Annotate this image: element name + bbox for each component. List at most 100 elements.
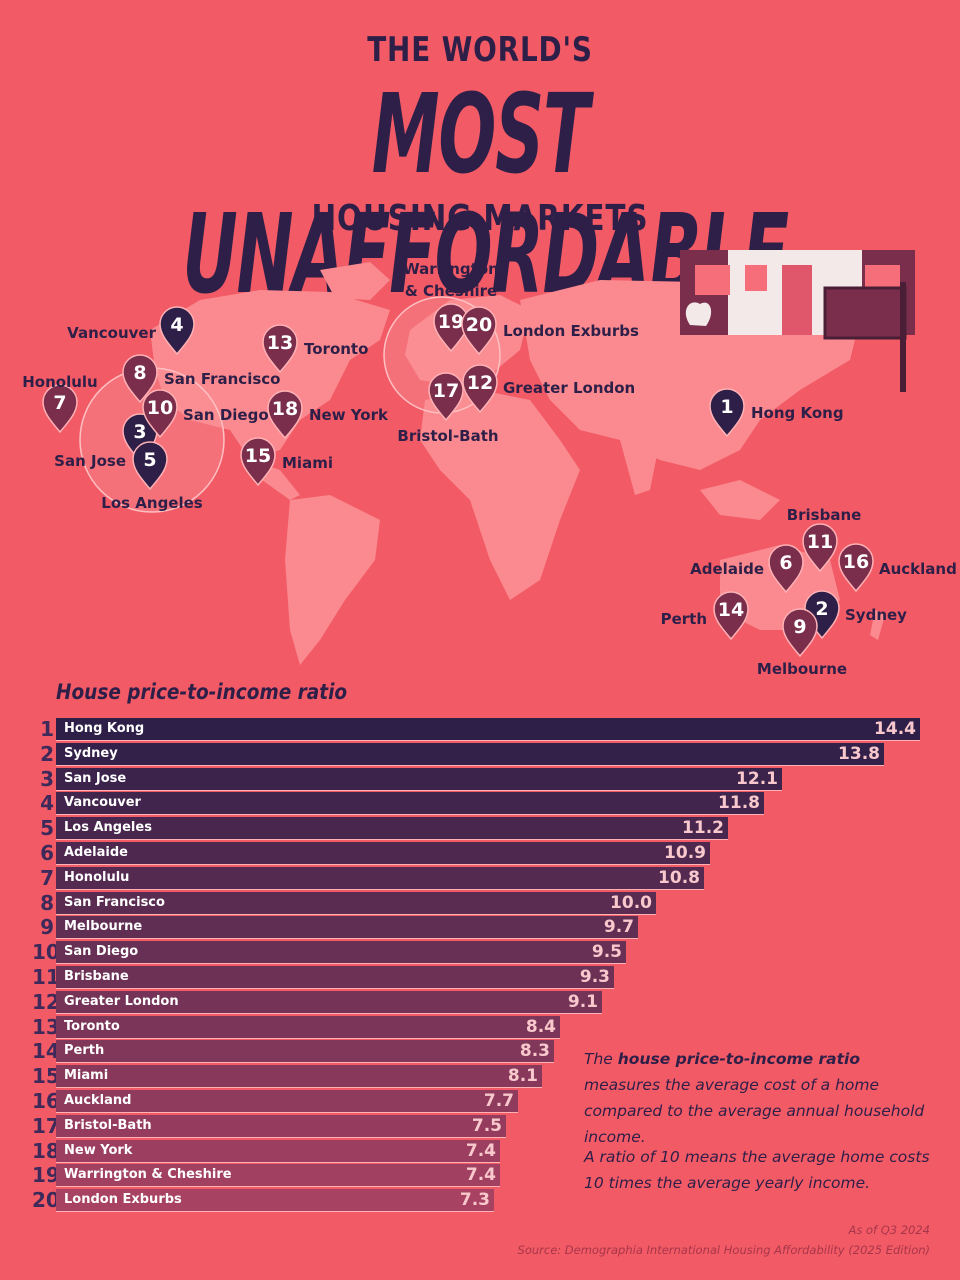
map-pin-2: 2 Sydney xyxy=(804,590,907,640)
note-paragraph-1: The house price-to-income ratio measures… xyxy=(584,1046,934,1150)
bar-rank: 7 xyxy=(40,865,54,890)
bar-label: Honolulu xyxy=(64,869,130,885)
india-shape xyxy=(620,440,660,495)
bar-label: London Exburbs xyxy=(64,1192,182,1208)
bar xyxy=(56,817,728,841)
bar-rank: 18 xyxy=(32,1138,60,1163)
map-pin-19: 19 Warrington & Cheshire xyxy=(403,260,499,353)
map-pin-rank: 18 xyxy=(272,398,298,420)
map-pin-label: San Francisco xyxy=(164,370,280,388)
map-pin-rank: 13 xyxy=(267,332,293,354)
bar-rank: 1 xyxy=(40,717,54,741)
bar-rank: 2 xyxy=(40,741,54,766)
map-pin-marker-icon xyxy=(428,372,464,422)
south-america-shape xyxy=(285,495,380,665)
chart-title: House price-to-income ratio xyxy=(56,680,348,704)
map-pin-13: 13 Toronto xyxy=(262,324,368,374)
map-pin-20: 20 London Exburbs xyxy=(461,306,639,356)
map-pin-17: 17 Bristol-Bath xyxy=(397,372,499,445)
map-pin-marker-icon xyxy=(159,306,195,356)
bar-rank: 20 xyxy=(32,1188,60,1213)
map-pin-marker-icon xyxy=(42,384,78,434)
map-pin-label: Warrington & Cheshire xyxy=(403,260,499,300)
bar xyxy=(56,792,764,816)
bar xyxy=(56,990,602,1014)
bar-label: Greater London xyxy=(64,993,179,1009)
africa-shape xyxy=(420,390,580,600)
bar xyxy=(56,842,710,865)
map-pin-15: 15 Miami xyxy=(240,437,333,487)
map-pin-label: Los Angeles xyxy=(101,494,203,512)
bar-label: Brisbane xyxy=(64,969,129,984)
bar-value-label: 7.5 xyxy=(471,1115,502,1136)
bar xyxy=(56,1139,500,1163)
bar-label: San Diego xyxy=(64,944,139,960)
bar-label: Los Angeles xyxy=(64,820,152,836)
bar xyxy=(56,718,920,741)
map-pin-rank: 10 xyxy=(147,397,173,419)
note-p1-pre: The xyxy=(584,1050,618,1068)
bar xyxy=(56,1040,554,1064)
map-pin-rank: 11 xyxy=(807,531,833,553)
map-pin-9: 9 Melbourne xyxy=(757,608,847,678)
map-pin-rank: 12 xyxy=(467,372,493,394)
bar-value-label: 12.1 xyxy=(736,768,778,789)
bar-value-label: 9.5 xyxy=(591,942,622,963)
bar-rank: 16 xyxy=(32,1089,60,1113)
map-pin-rank: 5 xyxy=(143,449,156,471)
map-pin-14: 14 Perth xyxy=(661,591,749,641)
map-pin-marker-icon xyxy=(240,437,276,487)
bar-rank: 11 xyxy=(32,965,60,989)
map-pin-rank: 6 xyxy=(779,552,792,574)
map-pin-rank: 15 xyxy=(245,445,271,467)
bar xyxy=(56,1189,494,1213)
map-pin-label: Miami xyxy=(282,454,333,472)
bar-value-label: 9.7 xyxy=(603,917,634,938)
bar-rank: 15 xyxy=(32,1064,60,1089)
bar-value-label: 7.4 xyxy=(465,1165,496,1186)
bar-value-label: 9.1 xyxy=(567,991,598,1012)
map-pin-marker-icon xyxy=(713,591,749,641)
bar xyxy=(56,1065,542,1089)
note-p1-bold: house price-to-income ratio xyxy=(617,1050,861,1068)
bar-label: Bristol-Bath xyxy=(64,1117,152,1133)
bar-label: Auckland xyxy=(64,1093,132,1108)
map-pin-label: Hong Kong xyxy=(751,404,844,422)
map-pin-rank: 8 xyxy=(133,362,146,384)
map-pin-rank: 16 xyxy=(843,551,869,573)
bar xyxy=(56,1090,518,1113)
map-pin-label: Adelaide xyxy=(690,560,764,578)
new-zealand-shape xyxy=(870,610,885,640)
map-pin-4: 4 Vancouver xyxy=(67,306,195,356)
map-pin-rank: 9 xyxy=(793,616,806,638)
bar-label: Hong Kong xyxy=(64,721,145,736)
map-pin-label: Greater London xyxy=(503,379,635,397)
bar-value-label: 10.9 xyxy=(664,843,706,863)
map-pin-1: 1 Hong Kong xyxy=(709,388,844,438)
se-asia-shape xyxy=(700,480,780,520)
map-pin-marker-icon xyxy=(142,389,178,439)
bar-value-label: 14.4 xyxy=(874,719,916,739)
map-pin-6: 6 Adelaide xyxy=(690,544,804,594)
map-pin-marker-icon xyxy=(709,388,745,438)
bar-label: Sydney xyxy=(64,745,118,761)
map-pin-marker-icon xyxy=(461,306,497,356)
bar-value-label: 11.8 xyxy=(718,793,760,814)
bar-rank: 19 xyxy=(32,1163,60,1188)
note-p1-post: measures the average cost of a home comp… xyxy=(584,1076,925,1146)
map-pin-rank: 19 xyxy=(438,311,464,333)
greenland-shape xyxy=(320,262,390,300)
map-pin-label: Auckland xyxy=(879,560,957,578)
map-pin-16: 16 Auckland xyxy=(838,543,957,593)
bar xyxy=(56,916,638,940)
bar xyxy=(56,866,704,890)
map-pin-label: Honolulu xyxy=(22,373,97,391)
bar-rank: 14 xyxy=(32,1039,60,1064)
map-pin-marker-icon xyxy=(802,523,838,573)
bar-value-label: 10.8 xyxy=(658,867,700,888)
map-pin-label: Brisbane xyxy=(787,506,862,524)
bar xyxy=(56,1164,500,1188)
continents xyxy=(150,262,885,665)
bar-label: Warrington & Cheshire xyxy=(64,1167,232,1183)
